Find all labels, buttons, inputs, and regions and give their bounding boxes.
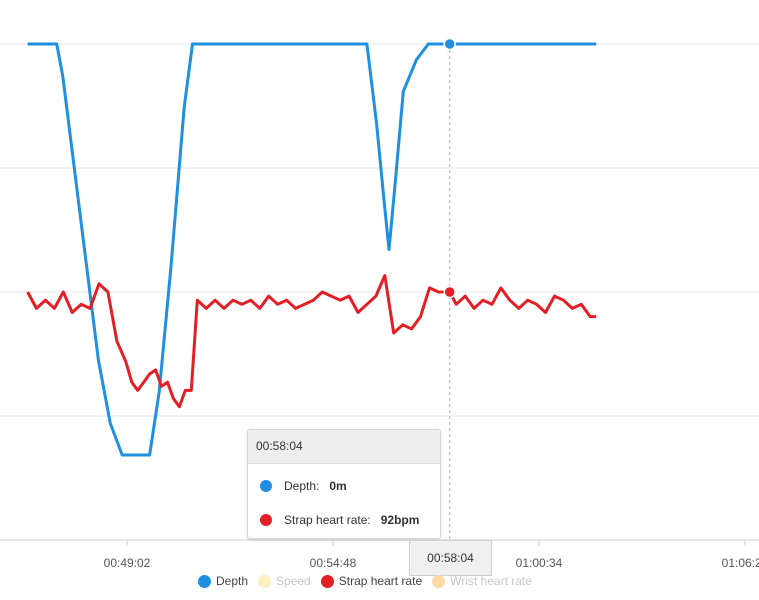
legend-item-wrist-heart-rate[interactable]: Wrist heart rate [432,574,532,588]
legend-speed-label: Speed [276,574,311,588]
tooltip-hr-label: Strap heart rate: [284,512,371,527]
legend: Depth Speed Strap heart rate Wrist heart… [198,574,532,588]
tooltip-time: 00:58:04 [248,430,440,464]
tooltip-row-heart-rate: Strap heart rate: 92bpm [248,507,440,532]
legend-item-speed[interactable]: Speed [258,574,311,588]
legend-strap-hr-label: Strap heart rate [338,574,423,588]
legend-strap-hr-dot-icon [320,574,334,588]
x-tick-label-2: 01:00:34 [516,556,563,570]
legend-depth-label: Depth [216,574,249,588]
tooltip: 00:58:04 Depth: 0m Strap heart rate: 92b… [247,429,441,539]
x-tick-label-3: 01:06:20 [722,556,759,570]
cursor-time-label: 00:58:04 [409,540,492,576]
tooltip-row-depth: Depth: 0m [248,473,440,498]
heart-rate-dot-icon [260,513,272,526]
depth-dot-icon [260,479,272,492]
cursor-marker-depth [443,37,456,51]
tooltip-depth-value: 0m [329,478,347,493]
legend-item-depth[interactable]: Depth [198,574,248,588]
legend-depth-dot-icon [198,574,211,588]
cursor-marker-strap-heart-rate [443,285,456,299]
x-tick-label-1: 00:54:48 [310,556,357,570]
tooltip-depth-label: Depth: [284,478,320,493]
legend-wrist-hr-label: Wrist heart rate [450,574,532,588]
legend-speed-dot-icon [258,574,272,588]
series-line-strap-heart-rate [26,274,597,409]
legend-item-strap-heart-rate[interactable]: Strap heart rate [320,574,423,588]
tooltip-hr-value: 92bpm [380,512,420,527]
legend-wrist-hr-dot-icon [432,574,446,588]
series-line-depth [27,42,597,457]
x-tick-label-0: 00:49:02 [104,556,151,570]
